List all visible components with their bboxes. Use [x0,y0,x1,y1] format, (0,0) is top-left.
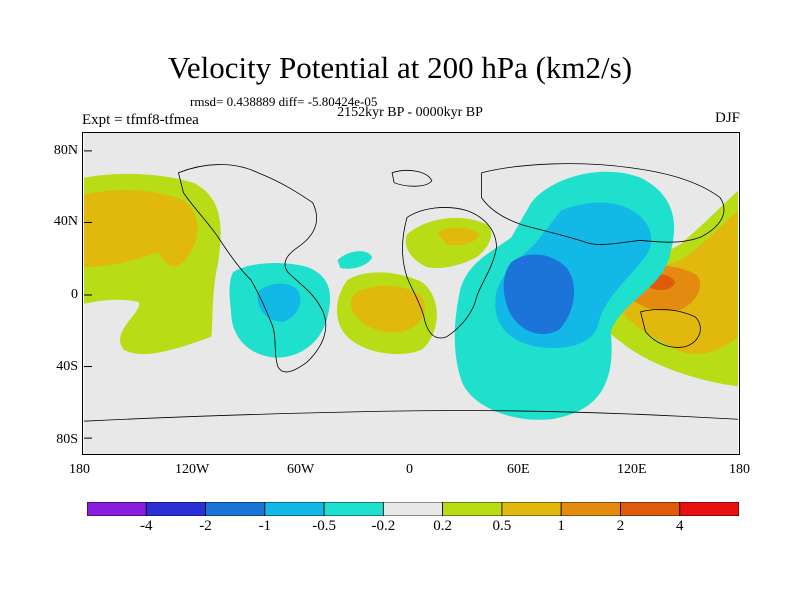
colorbar [87,502,739,516]
colorbar-label: -1 [258,518,272,534]
lon-tick-60e: 60E [507,462,530,477]
lat-tick-40n: 40N [53,214,78,229]
lon-tick-180e: 180 [729,462,750,477]
lon-tick-0: 0 [406,462,413,477]
colorbar-swatch [205,502,266,516]
lat-ticks [84,150,92,439]
colorbar-swatch [145,502,206,516]
lat-tick-80s: 80S [56,432,78,447]
colorbar-swatch [560,502,621,516]
lat-tick-80n: 80N [53,143,78,158]
lon-tick-120w: 120W [175,462,210,477]
contour-atlantic-p05 [350,285,425,333]
rmsd-diff-stats: rmsd= 0.438889 diff= -5.80424e-05 [190,94,378,109]
chart-title: Velocity Potential at 200 hPa (km2/s) [167,50,633,85]
contour-pacific-p05 [84,189,198,268]
lon-tick-60w: 60W [287,462,315,477]
colorbar-swatch [442,502,503,516]
colorbar-label: 0.5 [492,518,512,534]
lon-tick-180w: 180 [69,462,90,477]
lon-tick-120e: 120E [617,462,647,477]
contour-americas-n1 [257,283,301,322]
colorbar-swatch [87,502,147,516]
colorbar-label: 1 [557,518,565,534]
experiment-label: Expt = tfmf8-tfmea [82,112,199,128]
colorbar-label: 4 [675,518,684,534]
colorbar-label: -0.5 [312,518,336,534]
season-label: DJF [714,110,740,126]
colorbar-swatch [501,502,562,516]
colorbar-swatch [323,502,384,516]
colorbar-label: -2 [199,518,212,534]
colorbar-label: 2 [616,518,625,534]
period-label: 2152kyr BP - 0000kyr BP [337,105,483,120]
colorbar-swatch [620,502,681,516]
continent-outlines [84,163,738,422]
lat-tick-40s: 40S [56,359,78,374]
contour-caribbean-n05 [337,251,373,269]
colorbar-swatch [264,502,325,516]
colorbar-swatch [679,502,739,516]
lat-tick-0: 0 [71,287,78,302]
colorbar-label: -0.2 [371,518,396,534]
contour-med-p05 [436,227,480,246]
colorbar-swatch [382,502,444,516]
contour-indian-n2 [503,254,575,335]
colorbar-label: -4 [140,518,153,534]
colorbar-label: 0.2 [433,518,452,534]
velocity-potential-map [82,132,740,455]
